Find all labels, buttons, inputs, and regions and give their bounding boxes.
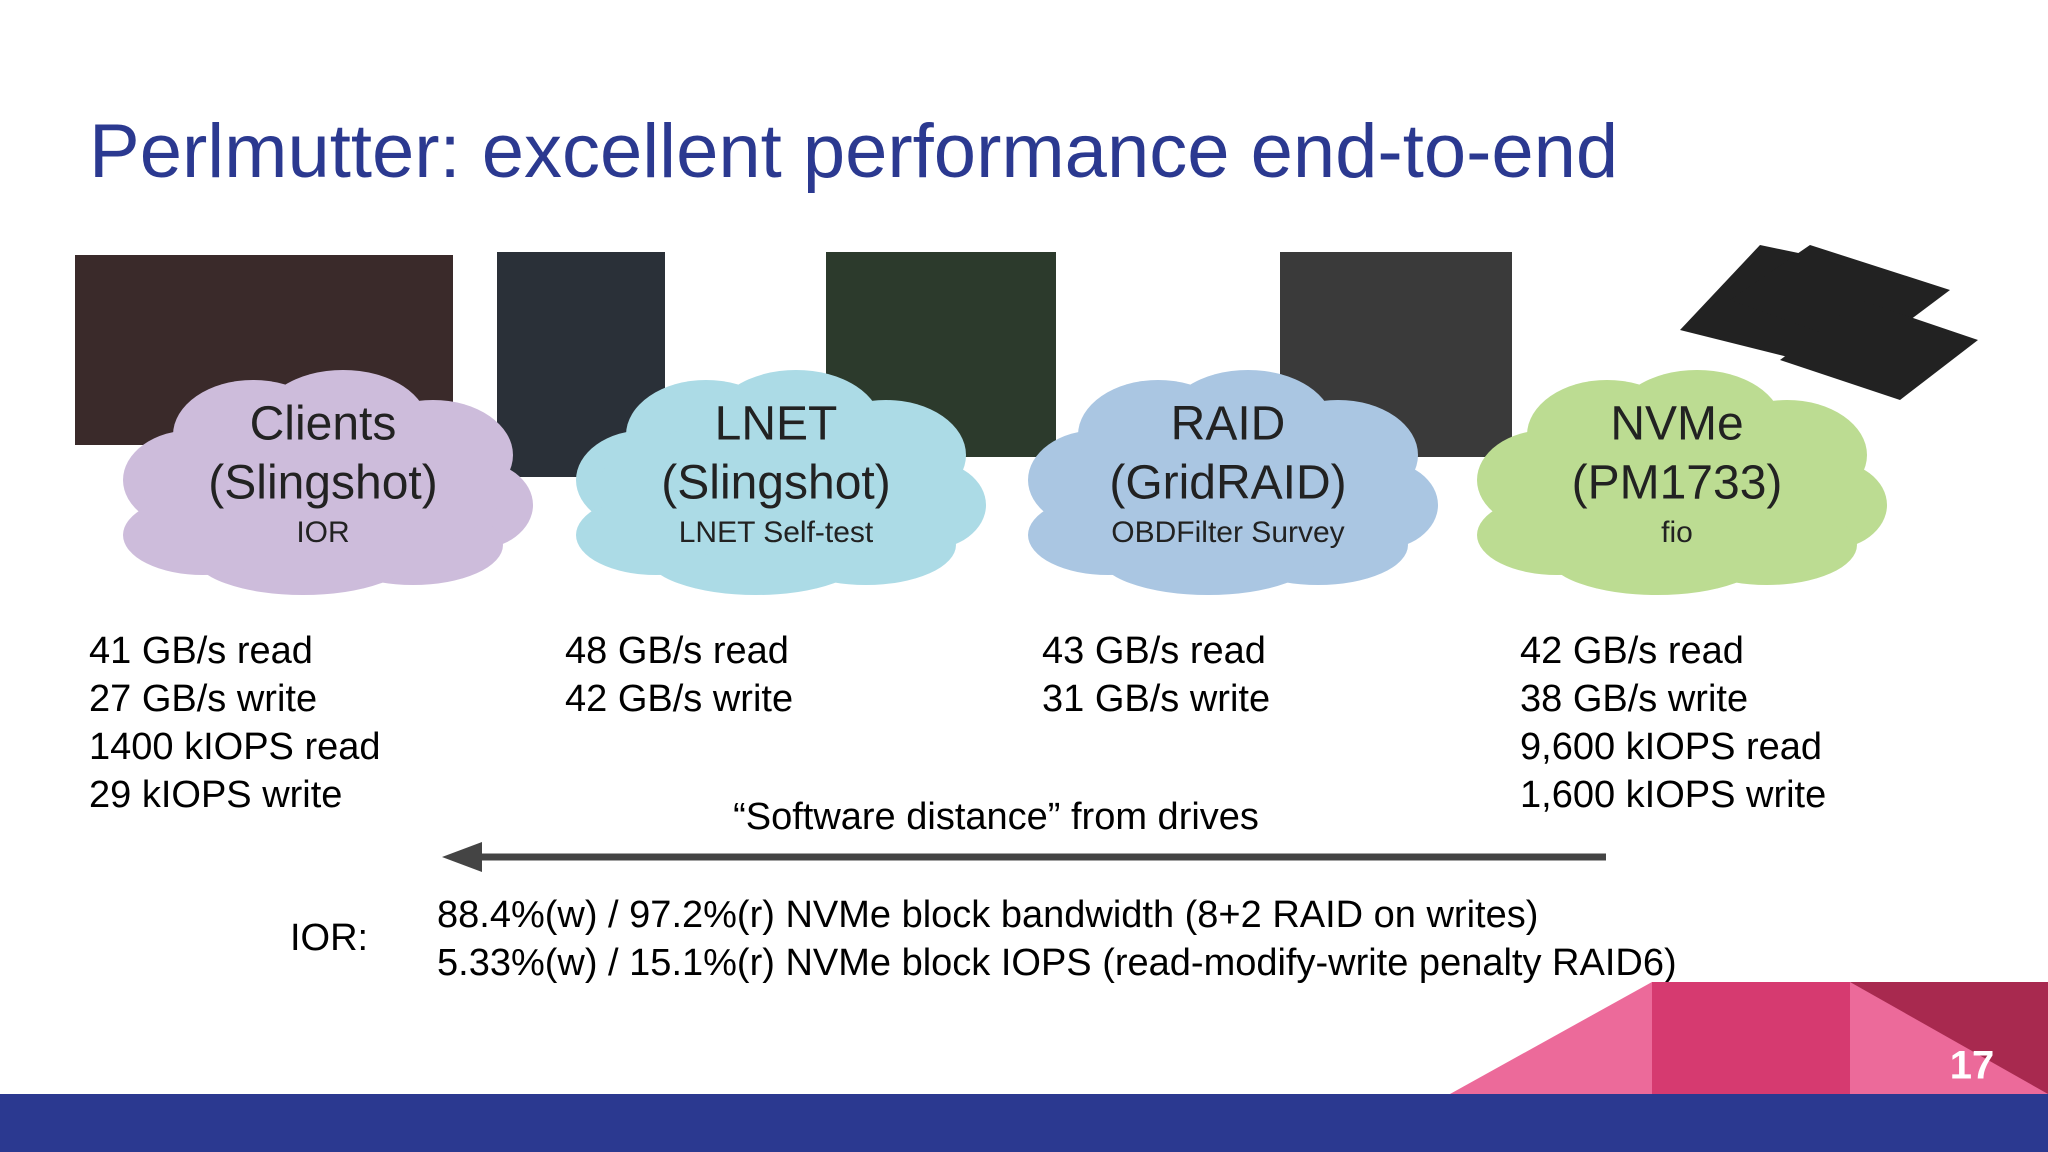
- stat: 1,600 kIOPS write: [1520, 774, 1826, 816]
- stat: 29 kIOPS write: [89, 774, 342, 816]
- cloud-title: LNET: [715, 398, 838, 451]
- cloud-tool: IOR: [296, 516, 349, 549]
- cloud-title: NVMe: [1610, 398, 1743, 451]
- cloud-title: RAID: [1171, 398, 1286, 451]
- photo-nvme: [1680, 245, 1978, 400]
- cloud-puff: [1048, 420, 1408, 560]
- stat: 42 GB/s write: [565, 678, 793, 720]
- cloud-tool: fio: [1661, 516, 1693, 549]
- cloud-title: (GridRAID): [1109, 457, 1346, 510]
- footer-band: [0, 1094, 2048, 1152]
- cloud-title: Clients: [250, 398, 397, 451]
- stat: 9,600 kIOPS read: [1520, 726, 1822, 768]
- ssd: [1780, 300, 1978, 400]
- arrow-label: “Software distance” from drives: [733, 796, 1259, 838]
- ior-note: 88.4%(w) / 97.2%(r) NVMe block bandwidth…: [437, 894, 1538, 936]
- stat: 38 GB/s write: [1520, 678, 1748, 720]
- ior-label: IOR:: [290, 917, 368, 959]
- arrow-head: [442, 842, 482, 872]
- cloud-puff: [1497, 420, 1857, 560]
- stat: 48 GB/s read: [565, 630, 789, 672]
- stat: 1400 kIOPS read: [89, 726, 381, 768]
- cloud-tool: LNET Self-test: [679, 516, 874, 549]
- stat: 31 GB/s write: [1042, 678, 1270, 720]
- cloud-tool: OBDFilter Survey: [1111, 516, 1344, 549]
- page-number: 17: [1950, 1044, 1995, 1088]
- stat: 43 GB/s read: [1042, 630, 1266, 672]
- cloud-title: (Slingshot): [208, 457, 437, 510]
- cloud-puff: [143, 420, 503, 560]
- pink-shape: [1652, 982, 1850, 1094]
- cloud-title: (PM1733): [1572, 457, 1783, 510]
- ior-note: 5.33%(w) / 15.1%(r) NVMe block IOPS (rea…: [437, 942, 1677, 984]
- pink-shape: [1850, 982, 2048, 1094]
- stat: 27 GB/s write: [89, 678, 317, 720]
- cloud-title: (Slingshot): [661, 457, 890, 510]
- footer-decoration: [0, 982, 2048, 1152]
- slide-title: Perlmutter: excellent performance end-to…: [89, 109, 1618, 194]
- cloud-puff: [596, 420, 956, 560]
- stat: 42 GB/s read: [1520, 630, 1744, 672]
- stat: 41 GB/s read: [89, 630, 313, 672]
